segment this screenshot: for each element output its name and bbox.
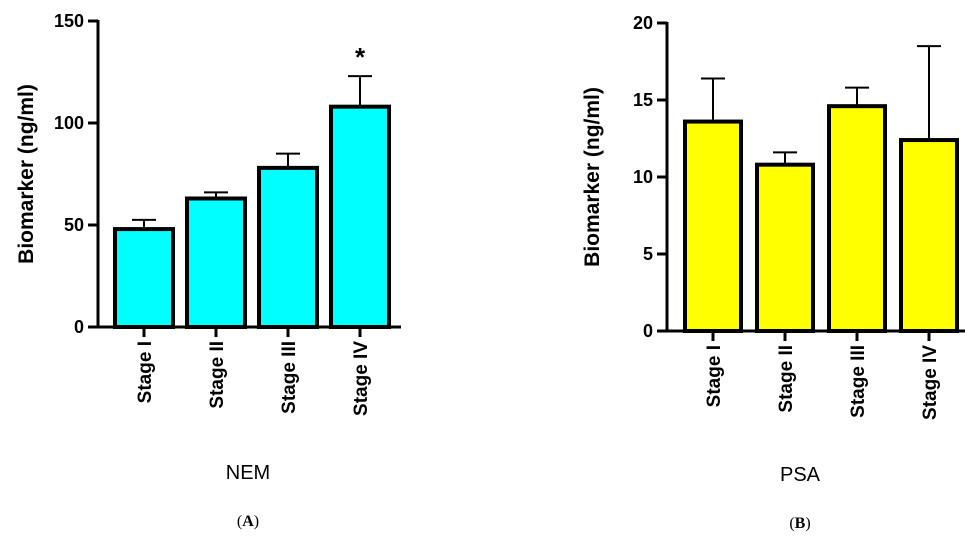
significance-marker: * bbox=[355, 42, 366, 72]
x-tick-label: Stage II bbox=[776, 345, 797, 413]
bar bbox=[899, 138, 959, 333]
bar bbox=[827, 104, 887, 333]
bar bbox=[683, 119, 743, 333]
x-tick-label: Stage I bbox=[704, 345, 725, 407]
y-axis-label: Biomarker (ng/ml) bbox=[581, 87, 604, 267]
x-axis-title: NEM bbox=[226, 462, 270, 484]
x-tick-label: Stage IV bbox=[920, 345, 941, 420]
bar bbox=[329, 104, 391, 330]
bar bbox=[113, 227, 175, 329]
x-tick-label: Stage I bbox=[135, 341, 156, 403]
x-tick-label: Stage III bbox=[848, 345, 869, 418]
x-tick-label: Stage II bbox=[207, 341, 228, 409]
x-tick-label: Stage IV bbox=[351, 341, 372, 416]
y-tick-label: 150 bbox=[54, 11, 84, 31]
y-tick-label: 0 bbox=[74, 317, 84, 337]
y-tick-label: 10 bbox=[633, 167, 653, 187]
bar bbox=[755, 162, 815, 333]
y-tick-label: 5 bbox=[643, 244, 653, 264]
bar bbox=[185, 196, 247, 329]
y-tick-label: 50 bbox=[64, 215, 84, 235]
panel-label: (A) bbox=[237, 513, 259, 530]
y-tick-label: 20 bbox=[633, 13, 653, 33]
chart-panel-b: Stage I Stage II Stage III Stage IV 0 5 10 15 20… bbox=[581, 13, 965, 532]
panel-label: (B) bbox=[789, 515, 810, 532]
x-tick-label: Stage III bbox=[279, 341, 300, 414]
y-tick-label: 15 bbox=[633, 90, 653, 110]
y-axis-label: Biomarker (ng/ml) bbox=[15, 84, 38, 264]
bar bbox=[257, 165, 319, 329]
x-axis-title: PSA bbox=[780, 464, 821, 486]
chart-panel-a: Stage I Stage II Stage III Stage IV * 0 50 100 1… bbox=[15, 11, 401, 530]
y-tick-label: 0 bbox=[643, 321, 653, 341]
y-tick-label: 100 bbox=[54, 113, 84, 133]
